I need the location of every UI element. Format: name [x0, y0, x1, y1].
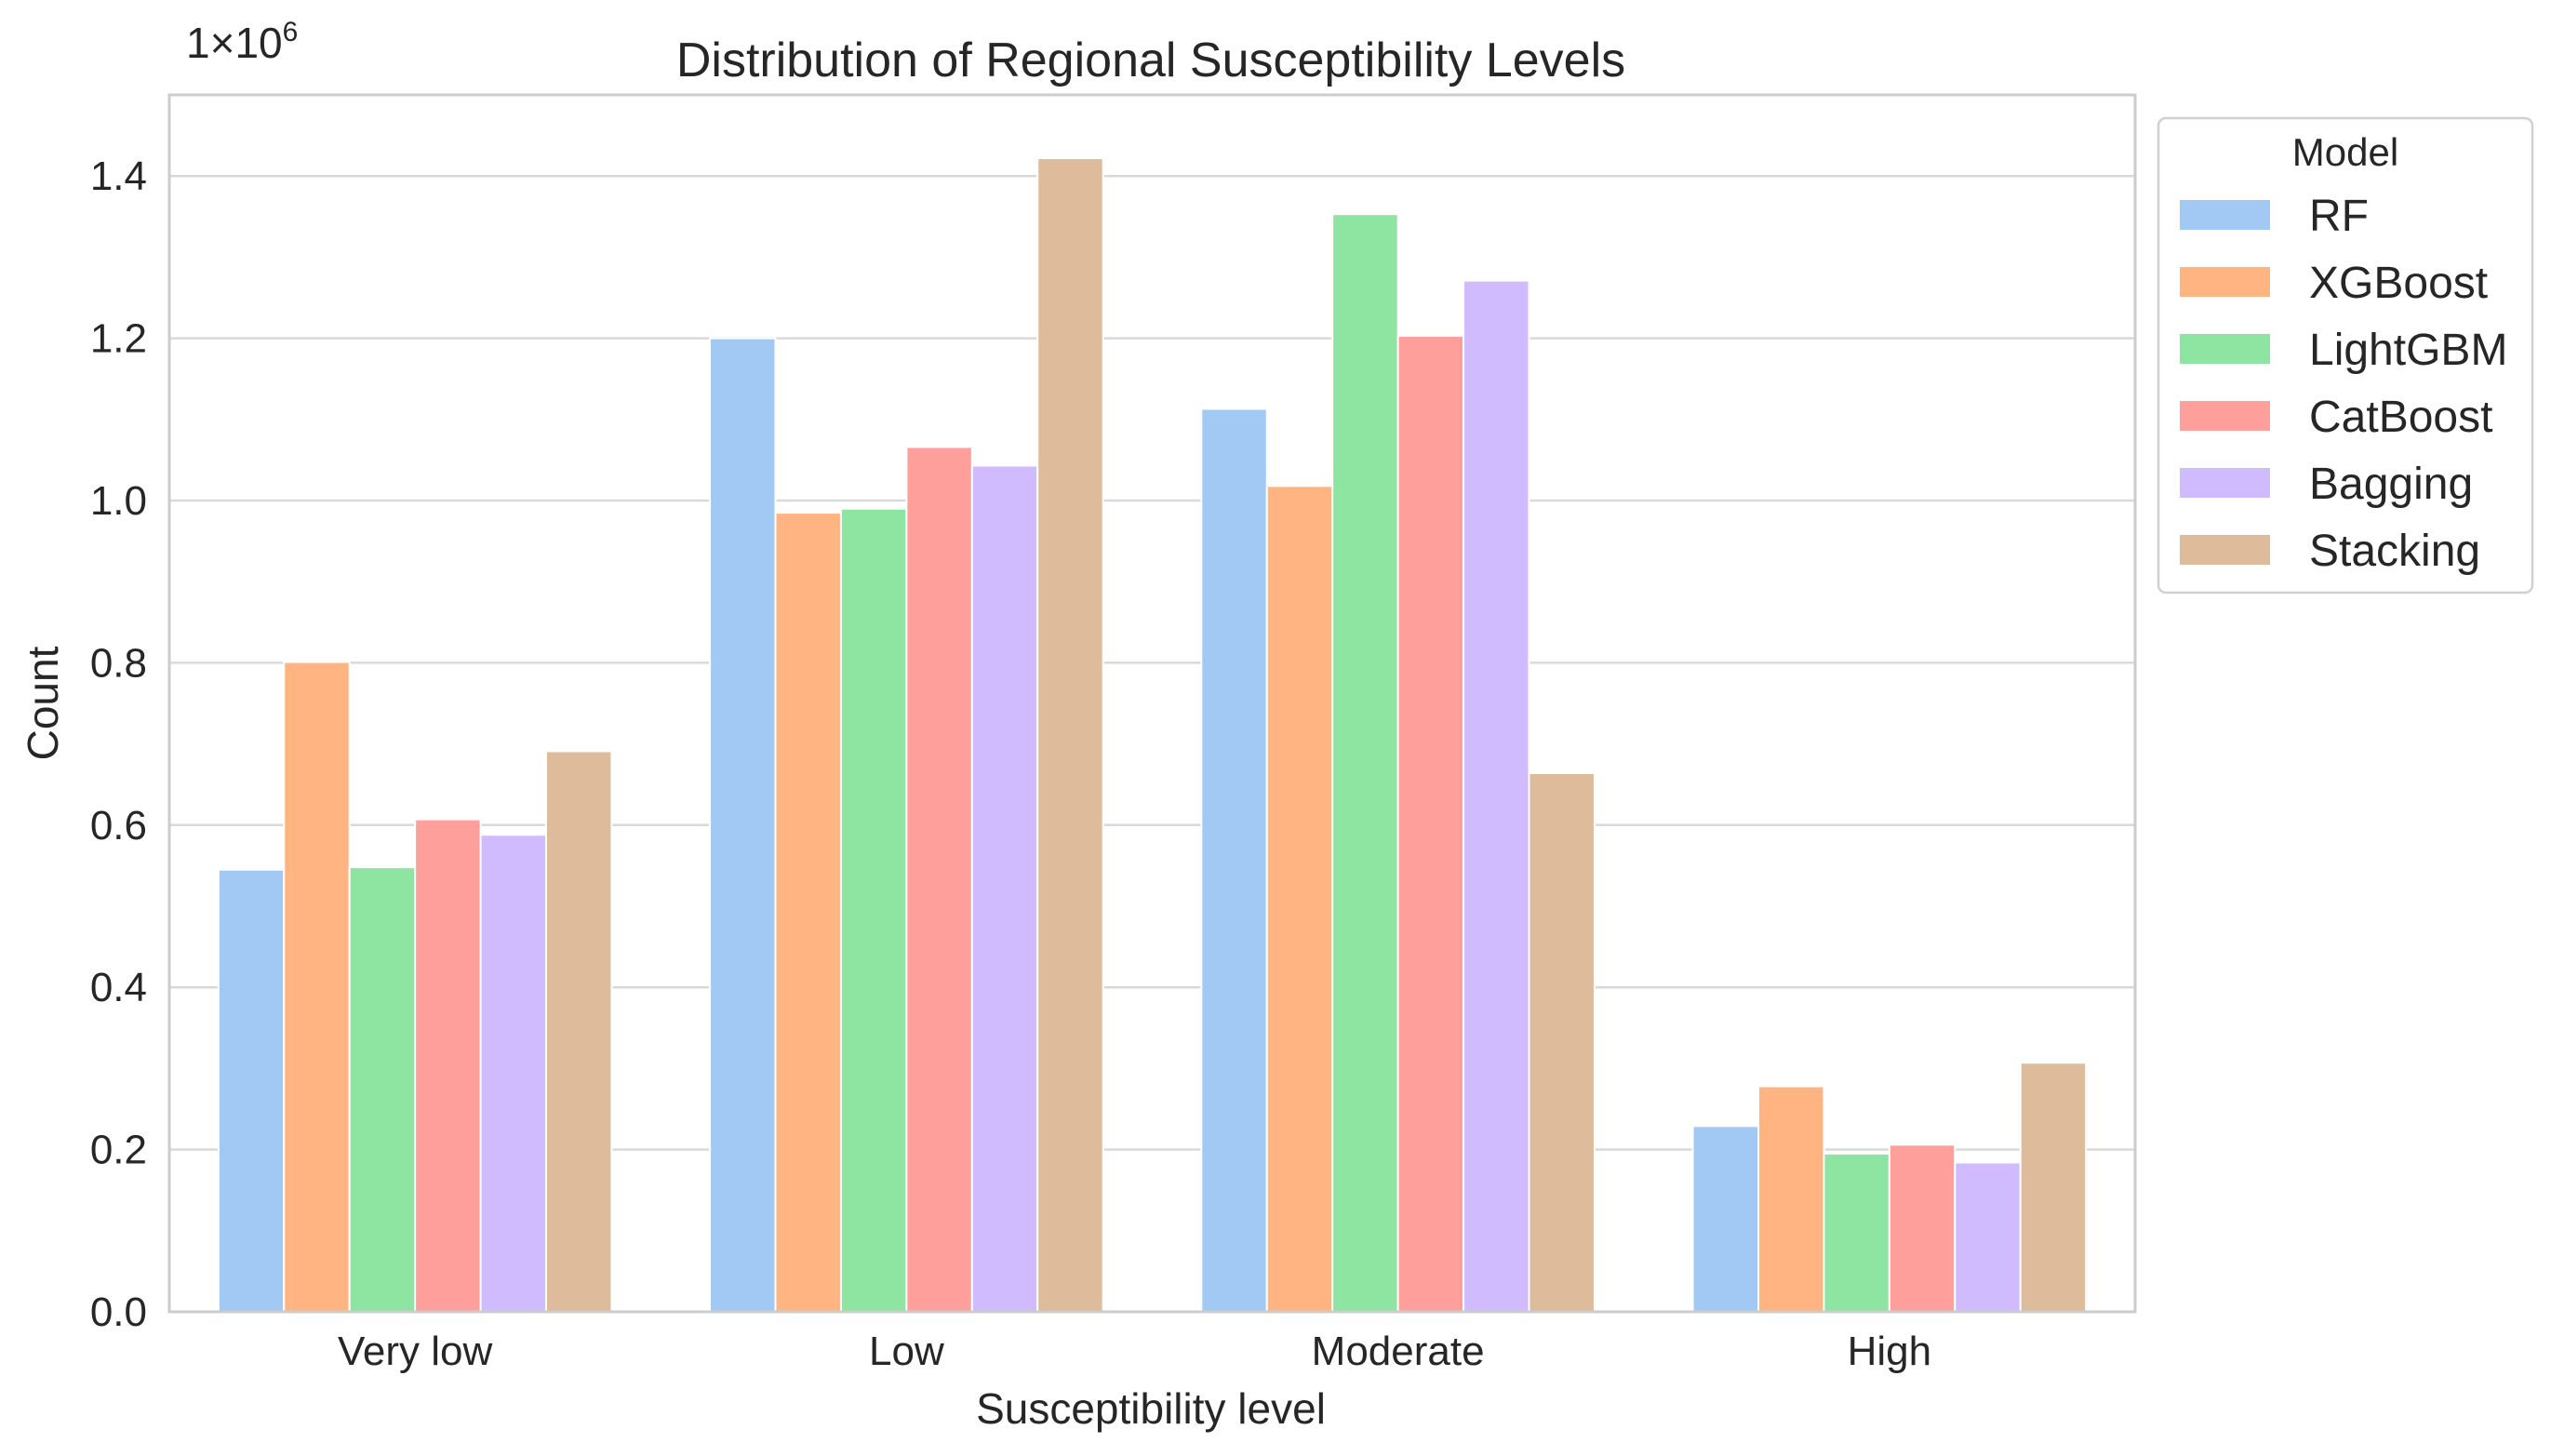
legend-label-bagging: Bagging	[2309, 460, 2473, 509]
x-tick-label: Low	[869, 1329, 944, 1374]
x-tick-label: High	[1848, 1329, 1932, 1374]
legend-label-stacking: Stacking	[2309, 527, 2480, 576]
bar-rf-moderate	[1200, 407, 1268, 1313]
legend-swatch-lightgbm	[2180, 334, 2270, 364]
y-tick-labels: 0.0 0.2 0.4 0.6 0.8 1.0 1.2 1.4	[90, 154, 147, 1335]
bar-bagging-low	[970, 464, 1039, 1313]
legend: Model RF XGBoost LightGBM CatBoost Bagging St…	[2157, 116, 2534, 594]
y-tick-label: 0.6	[90, 803, 147, 848]
bar-xgboost-very-low	[283, 661, 351, 1313]
legend-swatch-stacking	[2180, 535, 2270, 565]
bar-stacking-moderate	[1528, 771, 1596, 1313]
bar-rf-low	[709, 337, 777, 1314]
scale-base: 1×10	[186, 19, 283, 67]
bar-bagging-very-low	[479, 834, 547, 1313]
bar-stacking-very-low	[544, 750, 613, 1313]
legend-swatch-rf	[2180, 200, 2270, 230]
bars	[217, 157, 2088, 1314]
y-axis-label: Count	[19, 646, 67, 760]
bar-lightgbm-low	[839, 507, 908, 1313]
y-scale-multiplier: 1×106	[186, 17, 298, 67]
bar-catboost-high	[1888, 1143, 1957, 1314]
bar-catboost-moderate	[1396, 334, 1465, 1313]
bar-xgboost-moderate	[1265, 485, 1334, 1313]
y-tick-label: 0.4	[90, 965, 147, 1010]
legend-items: RF XGBoost LightGBM CatBoost Bagging Stacking	[2180, 192, 2507, 576]
plot-frame	[167, 93, 2137, 1314]
legend-swatch-catboost	[2180, 401, 2270, 431]
bar-bagging-moderate	[1462, 279, 1530, 1313]
legend-label-lightgbm: LightGBM	[2309, 326, 2507, 375]
bar-rf-high	[1691, 1125, 1760, 1314]
bar-catboost-very-low	[414, 818, 482, 1313]
chart-title: Distribution of Regional Susceptibility …	[676, 33, 1625, 87]
scale-exponent: 6	[283, 17, 299, 47]
bar-rf-very-low	[217, 868, 286, 1313]
bar-bagging-high	[1954, 1161, 2022, 1313]
bar-lightgbm-moderate	[1331, 213, 1399, 1314]
legend-swatch-xgboost	[2180, 267, 2270, 297]
y-tick-label: 0.2	[90, 1128, 147, 1173]
x-tick-label: Moderate	[1312, 1329, 1485, 1374]
x-axis-label: Susceptibility level	[976, 1384, 1326, 1433]
x-tick-label: Very low	[338, 1329, 493, 1374]
legend-label-catboost: CatBoost	[2309, 393, 2492, 442]
bar-catboost-low	[905, 446, 973, 1313]
y-tick-label: 0.0	[90, 1289, 147, 1335]
bar-lightgbm-high	[1823, 1152, 1890, 1313]
bar-lightgbm-very-low	[348, 866, 417, 1313]
bar-xgboost-low	[774, 512, 842, 1313]
y-tick-label: 1.4	[90, 154, 147, 199]
y-tick-label: 1.2	[90, 316, 147, 362]
bar-stacking-high	[2019, 1062, 2088, 1314]
legend-title: Model	[2292, 130, 2398, 174]
x-tick-labels: Very low Low Moderate High	[338, 1329, 1931, 1374]
bar-stacking-low	[1036, 157, 1104, 1314]
legend-label-xgboost: XGBoost	[2309, 259, 2488, 308]
bar-xgboost-high	[1757, 1085, 1825, 1313]
legend-label-rf: RF	[2309, 192, 2369, 241]
y-tick-label: 0.8	[90, 640, 147, 686]
y-tick-label: 1.0	[90, 478, 147, 524]
legend-swatch-bagging	[2180, 468, 2270, 498]
